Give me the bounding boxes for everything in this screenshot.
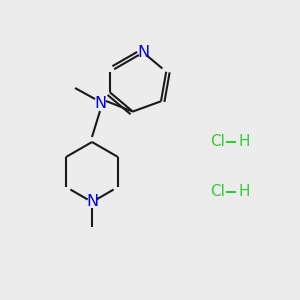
Text: H: H xyxy=(238,184,250,200)
Text: N: N xyxy=(86,194,98,209)
Text: Cl: Cl xyxy=(210,184,225,200)
Text: H: H xyxy=(238,134,250,149)
Text: N: N xyxy=(94,97,106,112)
Text: Cl: Cl xyxy=(210,134,225,149)
Text: N: N xyxy=(137,45,149,60)
